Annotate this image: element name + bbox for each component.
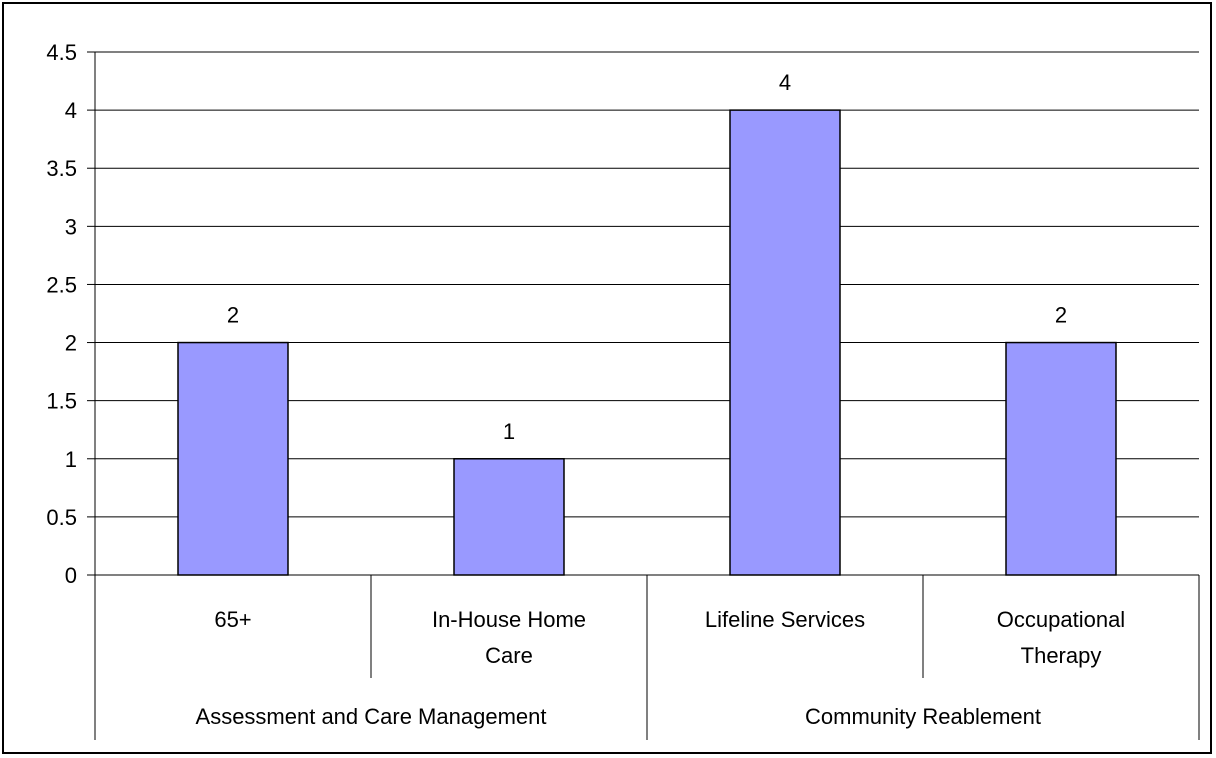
data-label: 4 bbox=[779, 70, 791, 95]
y-tick-label: 4.5 bbox=[46, 40, 77, 65]
y-tick-label: 3 bbox=[65, 214, 77, 239]
data-label: 2 bbox=[227, 303, 239, 328]
category-label: 65+ bbox=[214, 607, 251, 632]
bar bbox=[729, 109, 841, 576]
category-label: Lifeline Services bbox=[705, 607, 865, 632]
y-tick-label: 2.5 bbox=[46, 272, 77, 297]
category-label: Therapy bbox=[1021, 643, 1102, 668]
data-label: 2 bbox=[1055, 303, 1067, 328]
bar bbox=[453, 458, 565, 576]
bar bbox=[1005, 341, 1117, 576]
y-tick-label: 1 bbox=[65, 447, 77, 472]
category-label: Care bbox=[485, 643, 533, 668]
y-tick-label: 4 bbox=[65, 98, 77, 123]
y-tick-label: 0 bbox=[65, 563, 77, 588]
group-label: Assessment and Care Management bbox=[196, 704, 547, 729]
group-label: Community Reablement bbox=[805, 704, 1041, 729]
y-tick-label: 0.5 bbox=[46, 505, 77, 530]
y-tick-label: 2 bbox=[65, 331, 77, 356]
y-tick-label: 1.5 bbox=[46, 389, 77, 414]
category-label: Occupational bbox=[997, 607, 1125, 632]
category-label: In-House Home bbox=[432, 607, 586, 632]
y-tick-label: 3.5 bbox=[46, 156, 77, 181]
data-label: 1 bbox=[503, 419, 515, 444]
bar bbox=[177, 341, 289, 576]
